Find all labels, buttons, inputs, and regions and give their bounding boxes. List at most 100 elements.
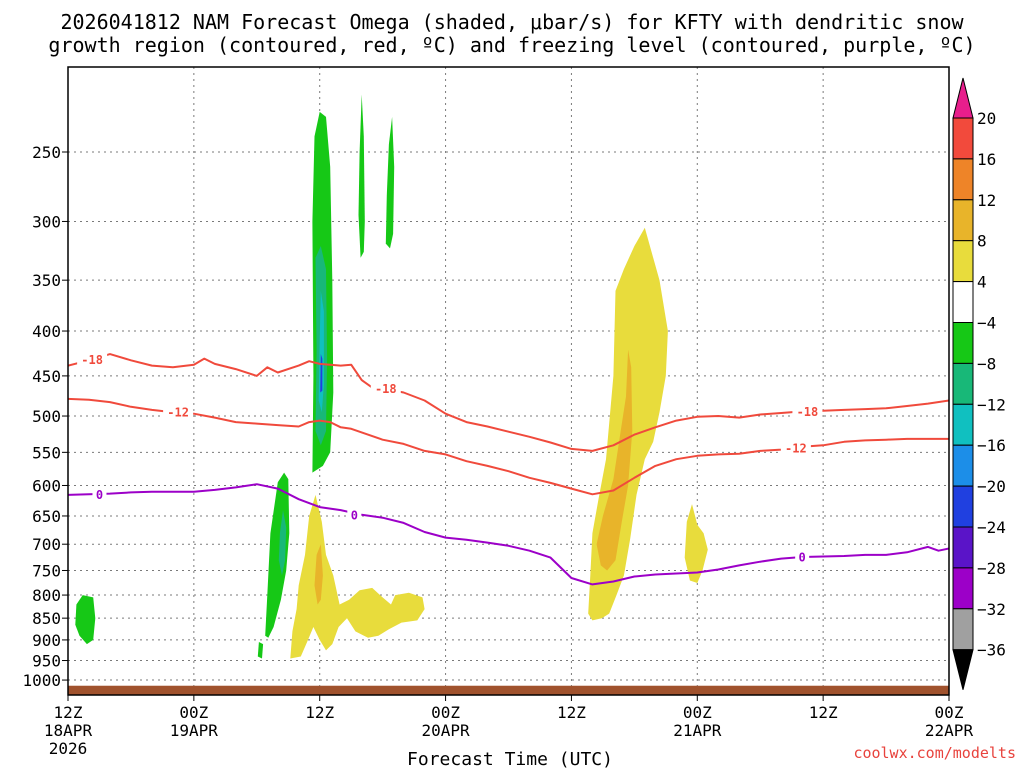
chart-title-line-1: 2026041812 NAM Forecast Omega (shaded, μ…: [60, 10, 964, 34]
omega-region-8: [278, 510, 287, 576]
contour-label-bg: [77, 352, 108, 367]
omega-region-3: [318, 290, 324, 413]
colorbar-swatch-5: [952, 281, 974, 324]
x-tick-label: 12Z: [557, 703, 586, 722]
contour-line-0-2: [68, 483, 949, 586]
contour-label-bg: [347, 507, 362, 522]
colorbar-swatch-1: [952, 117, 974, 160]
contour-label-bg: [92, 487, 107, 502]
omega-region-12: [314, 544, 323, 605]
contour-label-minus18: -18: [81, 353, 103, 367]
plot-frame: [67, 66, 950, 696]
y-tick-label-950: 950: [32, 652, 61, 671]
colorbar-label: −28: [977, 559, 1006, 578]
contour-label-0: 0: [351, 508, 358, 522]
colorbar-swatch-13: [952, 608, 974, 651]
colorbar-label: −32: [977, 600, 1006, 619]
surface-ground: [68, 685, 949, 695]
colorbar-swatch-10: [952, 485, 974, 528]
y-tick-label-600: 600: [32, 476, 61, 495]
colorbar-label: −36: [977, 641, 1006, 660]
omega-colorbar: 20 16 12 8 4 −4 −8 −12 −16 −20 −24 −28 −32 −36: [952, 77, 1006, 690]
x-tick-label: 2026: [49, 739, 88, 758]
colorbar-swatch-9: [952, 444, 974, 487]
y-tick-label-850: 850: [32, 609, 61, 628]
omega-region-10: [257, 642, 264, 659]
chart-title-line-2: growth region (contoured, red, ºC) and f…: [48, 33, 975, 57]
colorbar-label: 16: [977, 150, 996, 169]
omega-region-11: [290, 494, 425, 659]
colorbar-label: −16: [977, 436, 1006, 455]
y-tick-label-1000: 1000: [22, 671, 61, 690]
x-tick-label: 19APR: [170, 721, 219, 740]
contour-label-bg: [780, 441, 811, 456]
y-tick-label-700: 700: [32, 535, 61, 554]
contour-label-minus12: -12: [785, 442, 807, 456]
contour-label-0: 0: [799, 551, 806, 565]
colorbar-swatch-3: [952, 199, 974, 242]
y-axis-pressure-ticks: 250 300 350 400 450 500 550 600 650 700 750 800 850 9…: [22, 143, 68, 690]
temperature-contours: -18 -18 -18 -12 -12 0 0 0: [68, 352, 949, 586]
colorbar-swatch-8: [952, 403, 974, 446]
colorbar-swatch-2: [952, 158, 974, 201]
x-tick-label: 12Z: [54, 703, 83, 722]
colorbar-bottom-arrow: [952, 649, 974, 690]
colorbar-swatch-11: [952, 526, 974, 569]
x-tick-label: 21APR: [673, 721, 722, 740]
contour-label-bg: [370, 381, 401, 396]
contour-label-bg: [163, 405, 194, 420]
colorbar-label: 8: [977, 232, 987, 251]
colorbar-swatch-12: [952, 567, 974, 610]
contour-line-minus18-0: [68, 353, 949, 452]
contour-label-minus12: -12: [167, 406, 189, 420]
x-tick-label: 00Z: [935, 703, 964, 722]
colorbar-label: −20: [977, 477, 1006, 496]
x-tick-label: 18APR: [44, 721, 93, 740]
omega-region-5: [358, 94, 365, 258]
colorbar-label: −8: [977, 354, 996, 373]
colorbar-label: −24: [977, 518, 1006, 537]
colorbar-swatch-6: [952, 322, 974, 364]
y-tick-label-800: 800: [32, 586, 61, 605]
omega-region-15: [684, 504, 708, 583]
y-tick-label-400: 400: [32, 322, 61, 341]
colorbar-swatch-7: [952, 362, 974, 405]
y-tick-label-300: 300: [32, 212, 61, 231]
y-tick-label-250: 250: [32, 143, 61, 162]
omega-region-14: [596, 349, 633, 571]
y-tick-label-500: 500: [32, 407, 61, 426]
y-tick-label-350: 350: [32, 271, 61, 290]
y-tick-label-550: 550: [32, 443, 61, 462]
x-tick-label: 00Z: [179, 703, 208, 722]
colorbar-swatch-4: [952, 240, 974, 283]
x-tick-label: 12Z: [809, 703, 838, 722]
y-tick-label-650: 650: [32, 507, 61, 526]
colorbar-label: 20: [977, 109, 996, 128]
omega-region-6: [385, 116, 395, 249]
x-tick-label: 12Z: [305, 703, 334, 722]
contour-label-0: 0: [96, 488, 103, 502]
y-tick-label-900: 900: [32, 631, 61, 650]
x-tick-label: 20APR: [421, 721, 470, 740]
x-tick-label: 00Z: [431, 703, 460, 722]
x-tick-label: 22APR: [925, 721, 974, 740]
contour-label-minus18: -18: [797, 405, 819, 419]
y-tick-label-750: 750: [32, 561, 61, 580]
x-tick-label: 00Z: [683, 703, 712, 722]
omega-shaded-regions: [75, 94, 708, 659]
colorbar-label: 12: [977, 191, 996, 210]
contour-label-minus18: -18: [375, 382, 397, 396]
x-axis-label: Forecast Time (UTC): [407, 749, 613, 768]
colorbar-label: −4: [977, 314, 996, 333]
colorbar-label: 4: [977, 273, 987, 292]
colorbar-label: −12: [977, 395, 1006, 414]
omega-region-9: [75, 595, 96, 645]
y-tick-label-450: 450: [32, 367, 61, 386]
contour-label-bg: [795, 550, 810, 565]
contour-label-bg: [792, 404, 823, 419]
surface-ground-layer: [68, 685, 949, 695]
credit-text: coolwx.com/modelts: [853, 744, 1016, 762]
